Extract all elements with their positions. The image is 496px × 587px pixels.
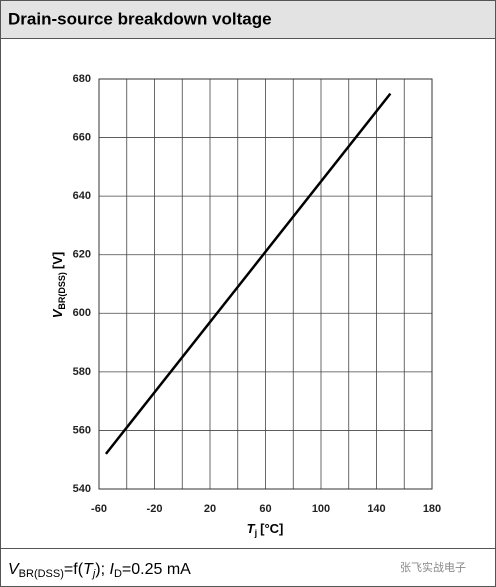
footer-part: T xyxy=(83,561,94,578)
y-label-part: V xyxy=(50,308,65,318)
watermark: 张飞实战电子 xyxy=(400,560,466,574)
x-tick-label: 180 xyxy=(423,503,441,515)
plot-border xyxy=(98,78,433,490)
header-band xyxy=(0,0,496,39)
footer-text: VBR(DSS)=f(Tj); ID=0.25 mA xyxy=(8,561,191,580)
y-tick-label: 680 xyxy=(73,73,91,85)
footer-part: j xyxy=(91,568,96,580)
y-axis-label: VBR(DSS) [V] xyxy=(50,252,67,319)
x-tick-label: 20 xyxy=(204,503,216,515)
x-tick-label: 60 xyxy=(259,503,271,515)
footer-part: I xyxy=(109,561,114,578)
x-tick-label: -60 xyxy=(91,503,107,515)
chart-title: Drain-source breakdown voltage xyxy=(8,9,272,28)
footer-part: ); xyxy=(95,561,109,578)
footer-part: D xyxy=(114,568,122,580)
x-label-part: j xyxy=(254,528,258,538)
y-tick-label: 560 xyxy=(73,424,91,436)
x-axis-label: Tj [°C] xyxy=(247,521,284,538)
footer-part: V xyxy=(8,561,20,578)
y-tick-label: 540 xyxy=(73,483,91,495)
footer-part: =f( xyxy=(64,561,84,578)
data-line xyxy=(104,92,392,455)
y-tick-label: 640 xyxy=(73,190,91,202)
x-label-part: [°C] xyxy=(260,521,283,536)
y-label-part: [V] xyxy=(50,252,65,269)
y-tick-label: 580 xyxy=(73,366,91,378)
x-label-part: T xyxy=(247,521,256,536)
y-tick-label: 600 xyxy=(73,307,91,319)
x-tick-label: -20 xyxy=(147,503,163,515)
y-tick-label: 660 xyxy=(73,131,91,143)
y-label-part: BR(DSS) xyxy=(57,272,67,310)
footer-part: BR(DSS) xyxy=(19,568,64,580)
y-tick-label: 620 xyxy=(73,249,91,261)
footer-part: =0.25 mA xyxy=(122,561,191,578)
x-tick-label: 140 xyxy=(367,503,385,515)
x-tick-label: 100 xyxy=(312,503,330,515)
